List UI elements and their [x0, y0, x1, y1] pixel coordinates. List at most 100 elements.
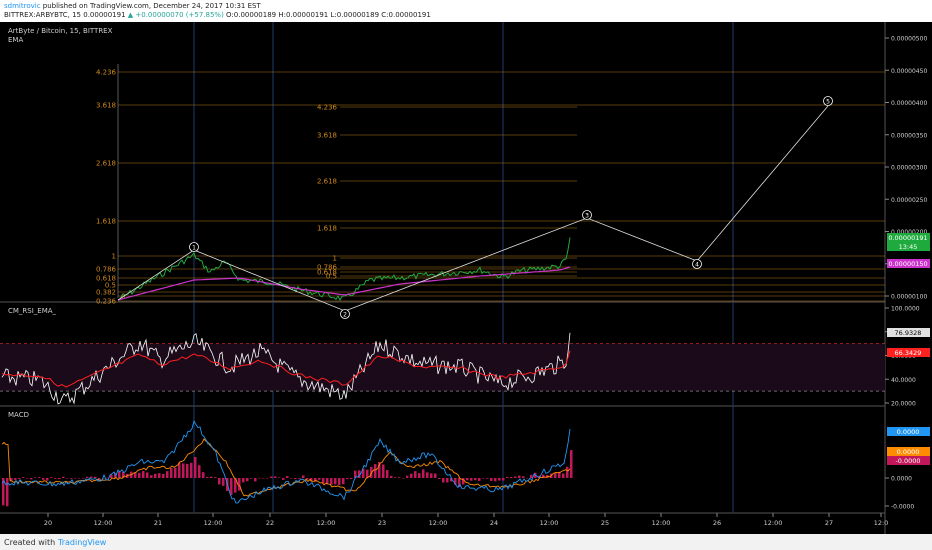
macd-histogram-bar	[42, 478, 45, 480]
macd-histogram-bar	[510, 477, 513, 478]
macd-histogram-bar	[26, 478, 29, 479]
macd-histogram-bar	[30, 478, 33, 480]
macd-histogram-bar	[166, 471, 169, 478]
macd-histogram-bar	[422, 469, 425, 478]
fib-level-label: 2.618	[96, 160, 116, 168]
macd-histogram-bar	[70, 478, 73, 479]
macd-histogram-bar	[6, 478, 9, 507]
time-axis-label: 12:00	[540, 519, 559, 527]
macd-histogram-bar	[438, 478, 441, 479]
last-price: 0.00000191	[83, 11, 126, 19]
created-with-text: Created with	[4, 538, 56, 547]
macd-histogram-bar	[330, 478, 333, 485]
macd-histogram-bar	[206, 476, 209, 478]
macd-histogram-bar	[218, 478, 221, 485]
footer-bar: Created with TradingView	[0, 534, 932, 550]
macd-histogram-bar	[154, 473, 157, 478]
macd-histogram-bar	[198, 465, 201, 478]
macd-histogram-bar	[354, 470, 357, 478]
chart-header: sdmitrovic published on TradingView.com,…	[0, 0, 932, 22]
macd-hist-badge: -0.0000	[887, 456, 930, 465]
macd-histogram-bar	[150, 475, 153, 478]
macd-histogram-bar	[494, 478, 497, 482]
chart-area[interactable]: ArtByte / Bitcoin, 15, BITTREX EMA CM_RS…	[0, 22, 932, 534]
macd-histogram-bar	[254, 478, 257, 482]
fib-level-label: 2.618	[317, 178, 337, 186]
svg-text:4: 4	[695, 262, 699, 269]
macd-histogram-bar	[50, 477, 53, 478]
macd-axis-label: 0.0000	[891, 476, 912, 483]
macd-histogram-bar	[114, 473, 117, 478]
svg-text:0.00000150: 0.00000150	[888, 260, 927, 268]
macd-histogram-bar	[522, 476, 525, 478]
macd-histogram-bar	[326, 478, 329, 484]
price-badge: 0.00000191	[887, 233, 930, 242]
macd-histogram-bar	[458, 478, 461, 487]
macd-histogram-bar	[518, 475, 521, 478]
tradingview-logo-link[interactable]: TradingView	[58, 538, 107, 547]
macd-histogram-bar	[38, 477, 41, 478]
macd-histogram-bar	[158, 473, 161, 478]
macd-histogram-bar	[58, 478, 61, 480]
macd-histogram-bar	[558, 471, 561, 478]
macd-histogram-bar	[306, 478, 309, 480]
macd-histogram-bar	[426, 472, 429, 478]
rsi-ema-badge: 66.3429	[887, 348, 930, 357]
macd-histogram-bar	[542, 474, 545, 478]
time-axis-label: 21	[154, 519, 162, 527]
macd-histogram-bar	[286, 476, 289, 478]
macd-histogram-bar	[410, 473, 413, 478]
macd-histogram-bar	[298, 478, 301, 479]
rsi-axis-label: 100.0000	[891, 306, 920, 313]
price-change: ▲ +0.00000070 (+57.85%)	[127, 11, 224, 19]
macd-histogram-bar	[378, 462, 381, 478]
macd-histogram-bar	[486, 478, 489, 479]
macd-histogram-bar	[82, 477, 85, 479]
svg-text:0.0000: 0.0000	[897, 448, 920, 456]
macd-histogram-bar	[470, 478, 473, 481]
macd-histogram-bar	[570, 450, 573, 478]
author-link[interactable]: sdmitrovic	[4, 2, 41, 10]
fib-level-label: 4.236	[96, 69, 117, 77]
macd-histogram-bar	[498, 478, 501, 481]
price-axis-label: 0.00000350	[891, 132, 927, 139]
macd-histogram-bar	[110, 474, 113, 478]
macd-histogram-bar	[318, 478, 321, 480]
fib-level-label: 0.618	[96, 275, 116, 283]
macd-histogram-bar	[22, 477, 25, 478]
svg-text:13:45: 13:45	[899, 243, 918, 251]
chart-canvas[interactable]: ArtByte / Bitcoin, 15, BITTREX EMA CM_RS…	[0, 22, 932, 534]
macd-histogram-bar	[362, 468, 365, 478]
macd-histogram-bar	[34, 477, 37, 478]
price-axis-label: 0.00000400	[891, 100, 927, 107]
time-axis-label: 23	[378, 519, 386, 527]
ema-badge: 0.00000150	[887, 259, 930, 268]
macd-histogram-bar	[190, 462, 193, 478]
macd-histogram-bar	[54, 478, 57, 479]
macd-histogram-bar	[266, 478, 269, 479]
macd-histogram-bar	[86, 476, 89, 478]
macd-histogram-bar	[386, 470, 389, 478]
rsi-pane-title: CM_RSI_EMA_	[8, 307, 57, 315]
fib-level-label: 3.618	[317, 132, 337, 140]
fib-level-label: 1	[333, 255, 337, 263]
rsi-axis-label: 40.0000	[891, 377, 916, 384]
macd-value-badge: 0.0000	[887, 427, 930, 436]
macd-histogram-bar	[402, 478, 405, 479]
macd-histogram-bar	[234, 478, 237, 493]
macd-histogram-bar	[350, 478, 353, 480]
fib-level-label: 1.618	[96, 218, 116, 226]
macd-histogram-bar	[74, 477, 77, 479]
macd-histogram-bar	[170, 467, 173, 478]
macd-histogram-bar	[406, 475, 409, 478]
macd-histogram-bar	[322, 478, 325, 484]
svg-text:76.9328: 76.9328	[895, 329, 922, 337]
svg-text:3: 3	[585, 213, 589, 220]
macd-histogram-bar	[334, 478, 337, 485]
fib-level-label: 0.5	[105, 282, 116, 290]
macd-histogram-bar	[202, 472, 205, 478]
macd-histogram-bar	[462, 478, 465, 485]
time-axis-label: 12:00	[429, 519, 448, 527]
svg-text:0.0000: 0.0000	[897, 428, 920, 436]
macd-histogram-bar	[278, 477, 281, 478]
